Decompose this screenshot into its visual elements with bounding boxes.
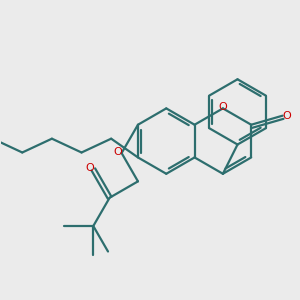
Text: O: O: [85, 163, 94, 173]
Text: O: O: [283, 111, 292, 121]
Text: O: O: [218, 103, 227, 112]
Text: O: O: [114, 147, 122, 157]
